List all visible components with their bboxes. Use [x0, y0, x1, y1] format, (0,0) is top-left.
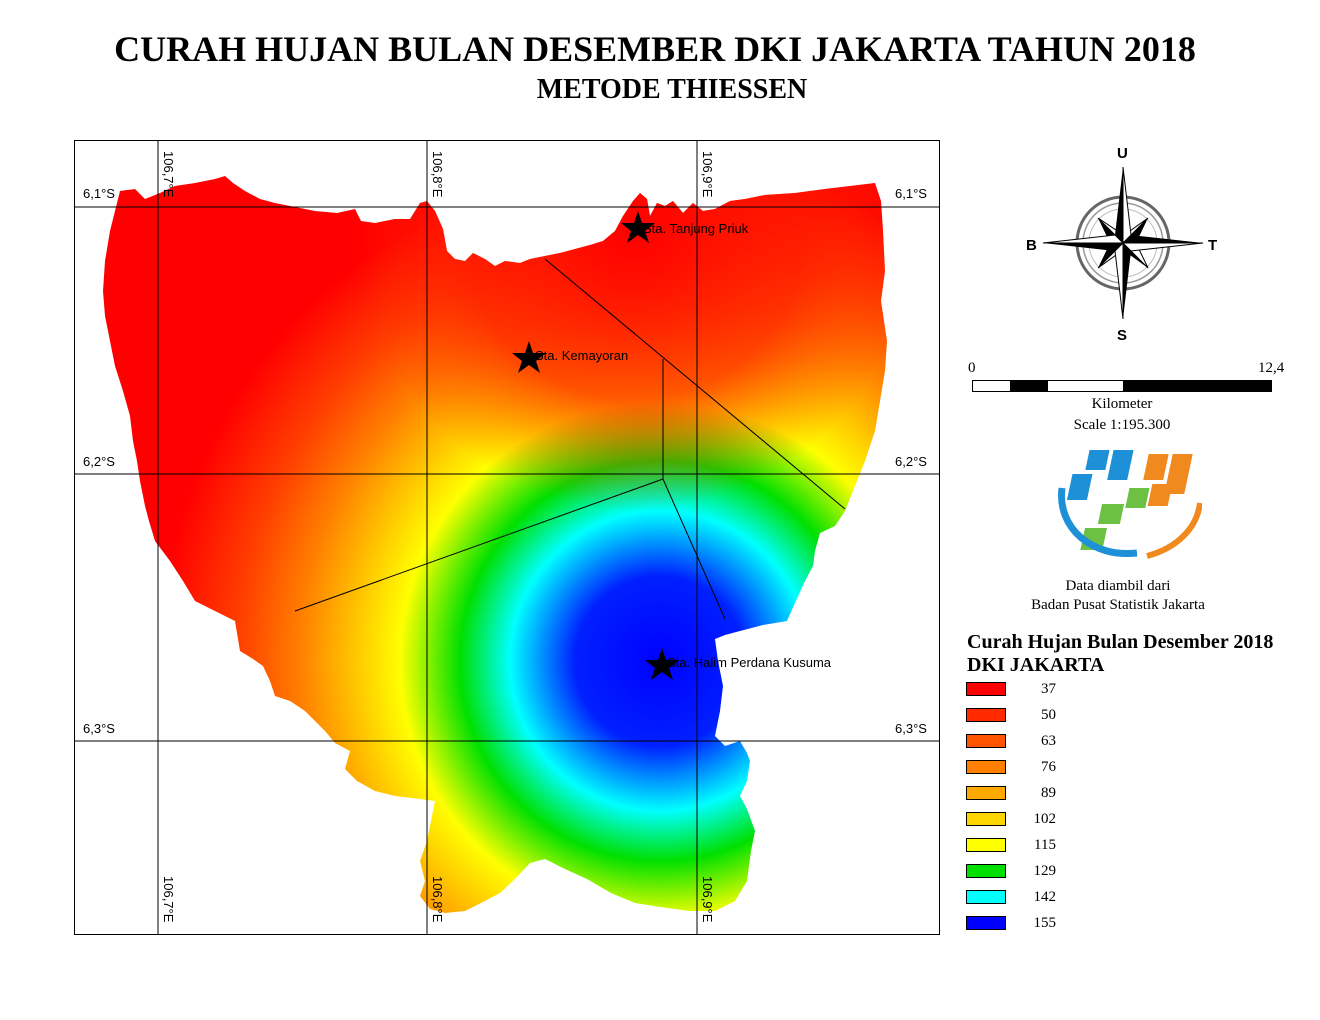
compass-north-label: U [1117, 145, 1128, 162]
compass-west-label: B [1026, 237, 1037, 254]
scale-unit: Kilometer [1091, 396, 1153, 412]
legend-value: 129 [1033, 863, 1057, 879]
map-title: CURAH HUJAN BULAN DESEMBER DKI JAKARTA T… [114, 29, 1196, 69]
lat-label-right: 6,3°S [895, 721, 927, 736]
compass-rose-icon [1042, 166, 1204, 320]
rainfall-map [75, 141, 939, 934]
legend-swatch [966, 916, 1006, 930]
legend-value: 50 [1041, 707, 1056, 723]
legend-value: 142 [1033, 889, 1057, 905]
rainfall-overlay [103, 176, 887, 541]
station-label-tanjung-priuk: Sta. Tanjung Priuk [643, 221, 749, 236]
station-label-halim: Sta. Halim Perdana Kusuma [667, 655, 832, 670]
map-subtitle: METODE THIESSEN [536, 74, 808, 105]
legend-item: 63 [966, 733, 1086, 752]
legend-value: 155 [1033, 915, 1057, 931]
station-label-kemayoran: Sta. Kemayoran [535, 348, 629, 363]
thiessen-line [544, 258, 846, 510]
thiessen-line [662, 478, 726, 620]
thiessen-lines [294, 258, 846, 620]
legend-value: 63 [1041, 733, 1056, 749]
legend-item: 76 [966, 759, 1086, 778]
legend-item: 37 [966, 681, 1086, 700]
north-arrow: U S B T [1018, 145, 1228, 350]
lat-label-left: 6,1°S [83, 186, 115, 201]
compass-south-label: S [1117, 327, 1128, 344]
legend-value: 76 [1041, 759, 1056, 775]
scale-ratio: Scale 1:195.300 [1073, 417, 1171, 433]
lon-label-top: 106,8°E [430, 151, 445, 198]
legend-value: 89 [1041, 785, 1056, 801]
lon-label-top: 106,7°E [161, 151, 176, 198]
legend-swatch [966, 734, 1006, 748]
bps-logo [1052, 448, 1203, 563]
legend-subtitle: DKI JAKARTA [967, 654, 1105, 676]
station-star-icon [512, 341, 546, 373]
legend-item: 115 [966, 837, 1086, 856]
legend-item: 50 [966, 707, 1086, 726]
legend-swatch [966, 838, 1006, 852]
legend-swatch [966, 812, 1006, 826]
legend-item: 102 [966, 811, 1086, 830]
lon-label-bottom: 106,8°E [430, 876, 445, 923]
legend-item: 142 [966, 889, 1086, 908]
scale-segment [973, 381, 1010, 391]
legend-value: 115 [1034, 837, 1056, 853]
legend-swatch [966, 890, 1006, 904]
source-line-2: Badan Pusat Statistik Jakarta [1031, 597, 1205, 613]
compass-east-label: T [1208, 237, 1218, 254]
scale-segment [1123, 381, 1271, 391]
lat-label-right: 6,1°S [895, 186, 927, 201]
station-star-icon [621, 211, 655, 243]
lat-label-right: 6,2°S [895, 454, 927, 469]
lat-label-left: 6,2°S [83, 454, 115, 469]
station-star-icon [645, 648, 679, 680]
legend-item: 89 [966, 785, 1086, 804]
scale-segment [1048, 381, 1123, 391]
lat-label-left: 6,3°S [83, 721, 115, 736]
scale-bar [972, 380, 1272, 392]
legend-swatch [966, 786, 1006, 800]
graticule [75, 141, 939, 934]
lon-label-top: 106,9°E [700, 151, 715, 198]
lon-label-bottom: 106,9°E [700, 876, 715, 923]
legend-swatch [966, 708, 1006, 722]
scale-max-label: 12,4 [1258, 360, 1285, 376]
thiessen-line [294, 478, 664, 612]
scale-min-label: 0 [968, 360, 976, 376]
legend-swatch [966, 682, 1006, 696]
station-markers [512, 211, 679, 680]
legend-value: 37 [1041, 681, 1056, 697]
map-frame: 6,1°S 6,1°S 6,2°S 6,2°S 6,3°S 6,3°S 106,… [74, 140, 940, 935]
legend-swatch [966, 864, 1006, 878]
source-line-1: Data diambil dari [1065, 578, 1171, 594]
legend-value: 102 [1033, 811, 1057, 827]
legend-title: Curah Hujan Bulan Desember 2018 [967, 631, 1274, 653]
legend-item: 129 [966, 863, 1086, 882]
legend-swatch [966, 760, 1006, 774]
lon-label-bottom: 106,7°E [161, 876, 176, 923]
scale-segment [1010, 381, 1048, 391]
legend-item: 155 [966, 915, 1086, 934]
